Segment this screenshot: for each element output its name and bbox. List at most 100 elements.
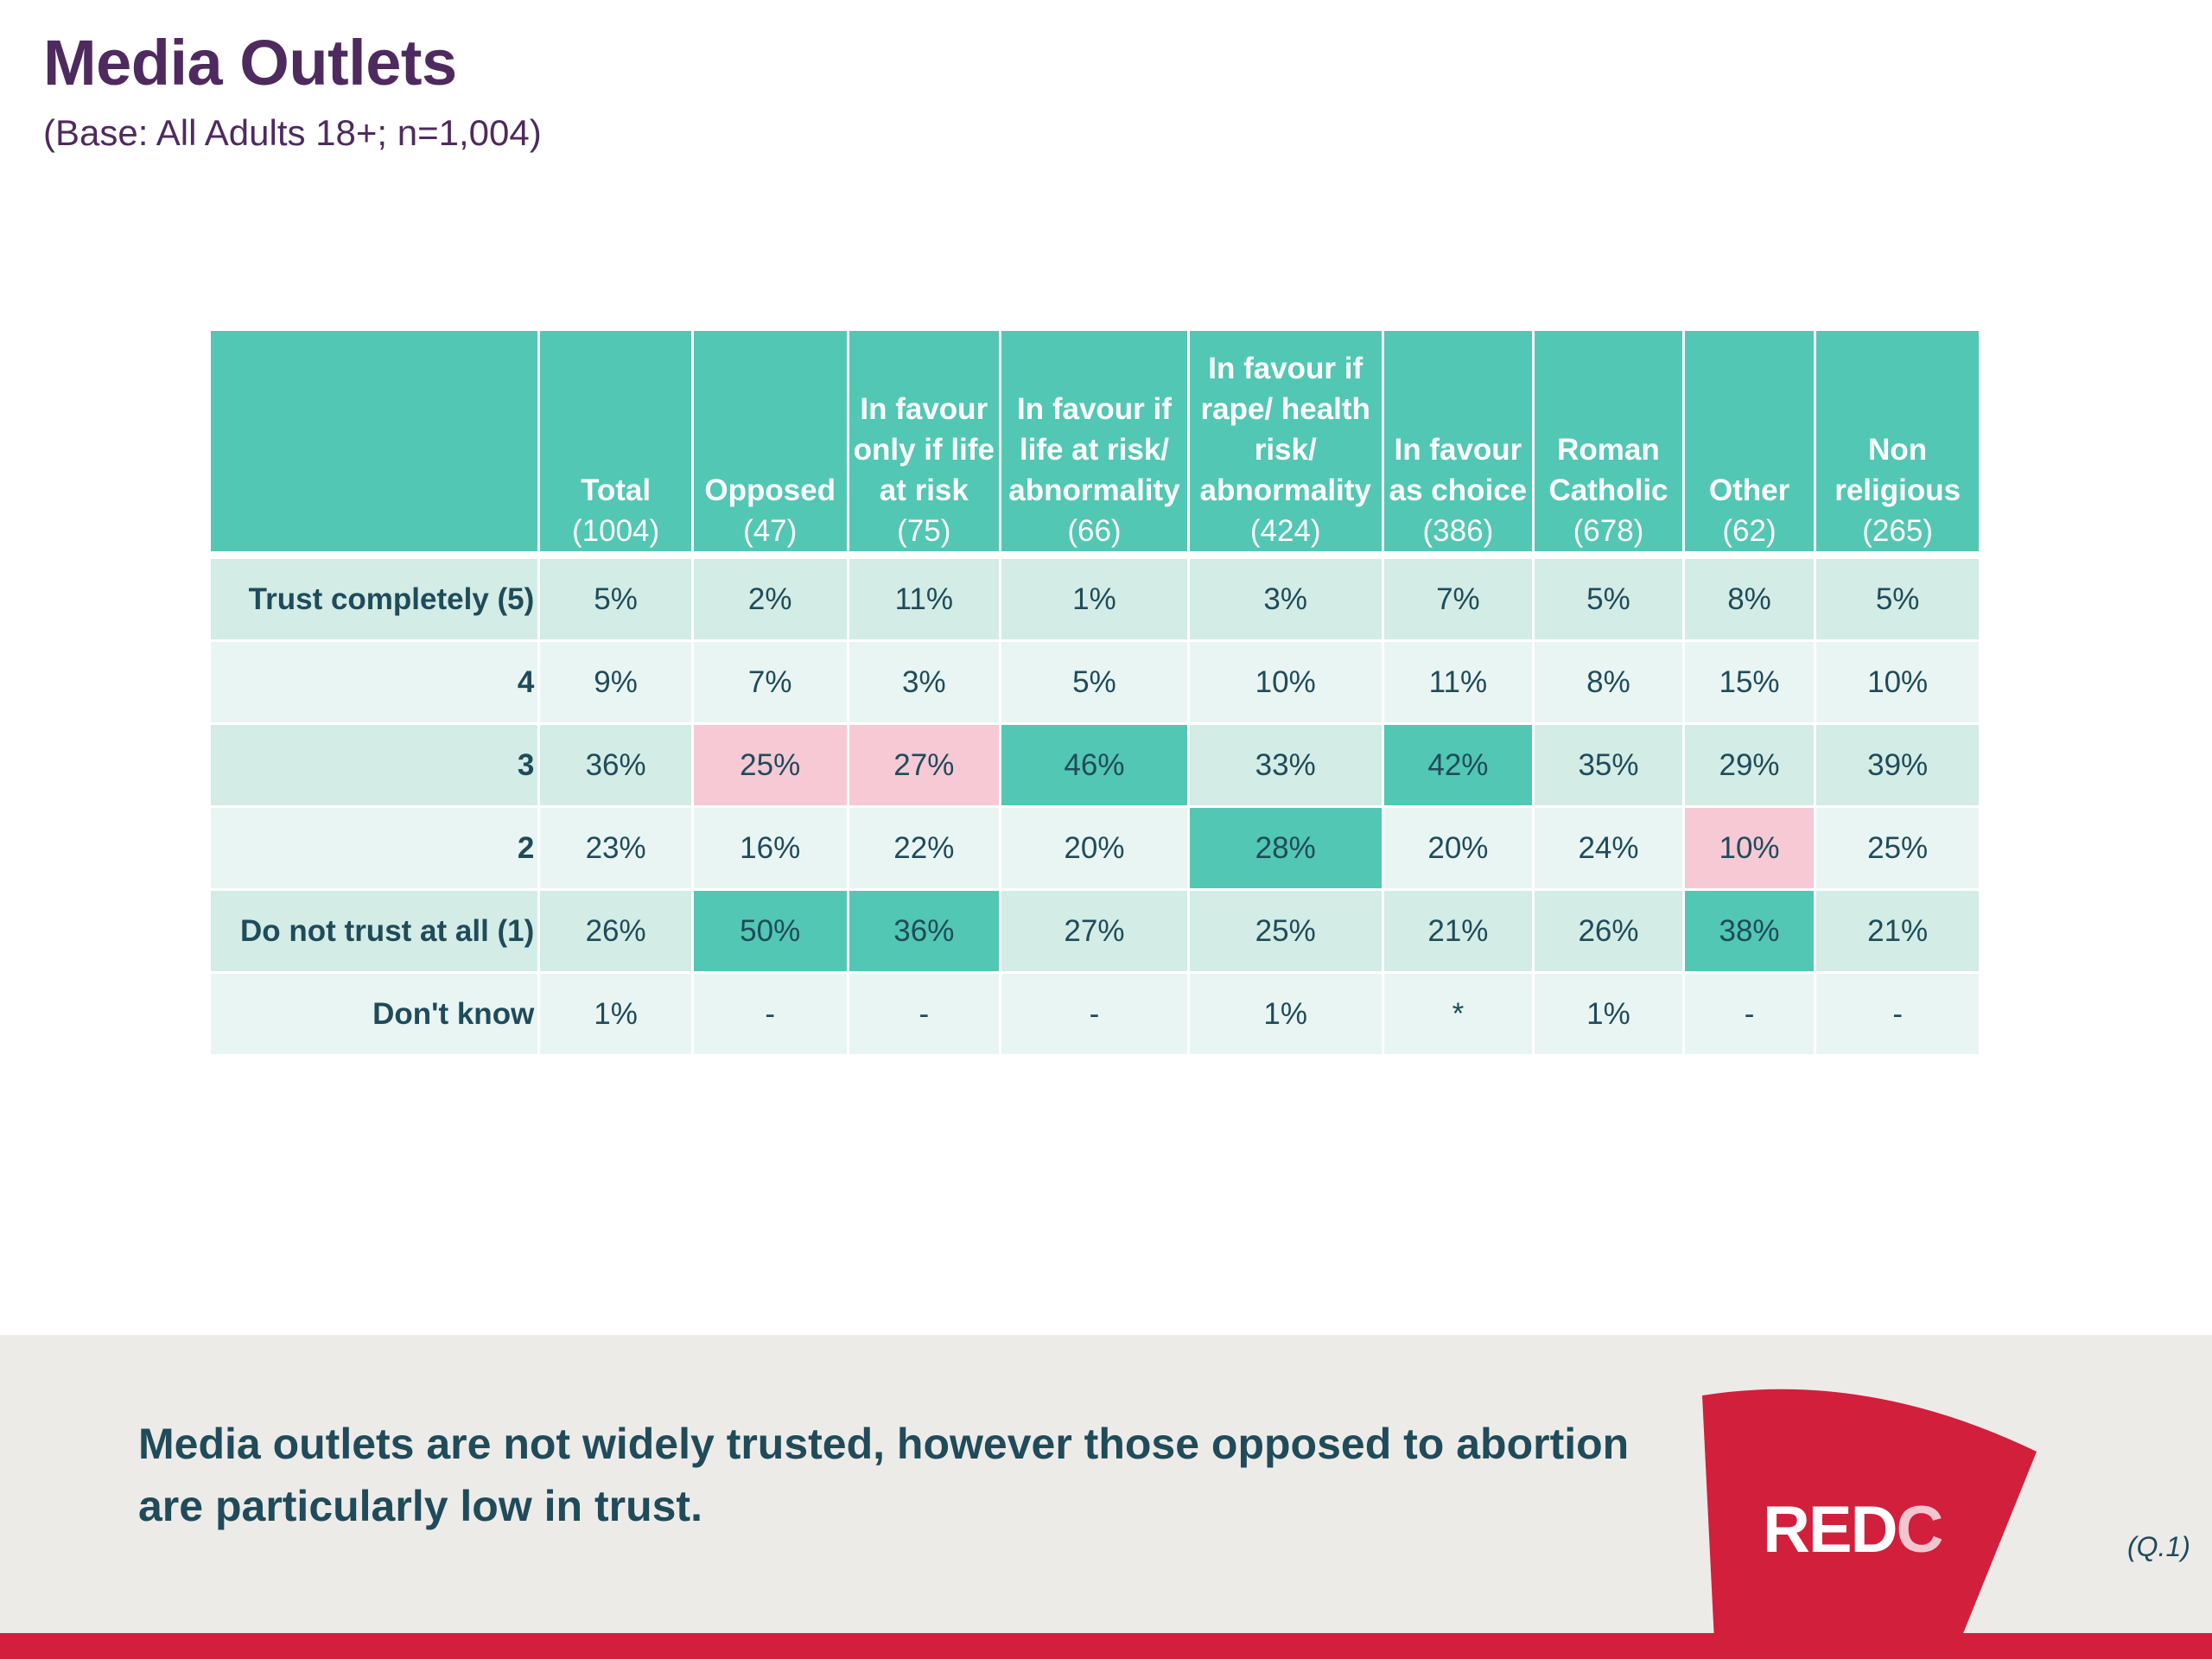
page-title: Media Outlets <box>43 27 457 99</box>
redc-logo: REDC <box>1763 1492 1943 1567</box>
table-cell: 8% <box>1535 642 1682 722</box>
table-cell: 1% <box>540 974 691 1054</box>
table-cell: 16% <box>693 808 847 888</box>
row-label: 2 <box>211 808 538 888</box>
column-header: In favour if rape/ health risk/abnormality… <box>1189 331 1382 551</box>
column-header-label-line: only if life <box>853 433 995 467</box>
table-cell: 3% <box>849 642 1000 722</box>
column-base-size: (62) <box>1722 514 1777 548</box>
column-header-label-line: Catholic <box>1548 474 1669 507</box>
logo-accent-text: C <box>1896 1493 1943 1567</box>
page-subtitle: (Base: All Adults 18+; n=1,004) <box>43 112 542 153</box>
table-cell: 38% <box>1684 891 1815 971</box>
table-cell: - <box>1684 974 1815 1054</box>
table-header-row: Total (1004) Opposed (47) In favour only if l… <box>211 331 1979 551</box>
table-cell: 10% <box>1684 808 1815 888</box>
table-cell: 21% <box>1383 891 1533 971</box>
table-cell: 50% <box>693 891 847 971</box>
table-cell: 27% <box>1001 891 1187 971</box>
table-cell: 23% <box>540 808 691 888</box>
column-header-label-line: In favour if <box>1208 352 1363 385</box>
column-header-label-line: In favour <box>860 392 988 426</box>
table-cell: 7% <box>693 642 847 722</box>
table-cell: 42% <box>1383 725 1533 805</box>
table-cell: - <box>693 974 847 1054</box>
row-label: 4 <box>211 642 538 722</box>
table-row: 2 23% 16% 22% 20% 28% 20% 24% 10% 25% <box>211 808 1979 888</box>
column-header-label-line: In favour if <box>1017 392 1172 426</box>
column-header: Roman Catholic (678) <box>1535 331 1682 551</box>
row-label: 3 <box>211 725 538 805</box>
column-base-size: (1004) <box>572 514 660 548</box>
table-cell: 20% <box>1383 808 1533 888</box>
column-base-size: (265) <box>1862 514 1933 548</box>
table-row: Do not trust at all (1) 26% 50% 36% 27% 25% 21… <box>211 891 1979 971</box>
table-cell: 25% <box>693 725 847 805</box>
table-cell: 36% <box>540 725 691 805</box>
table-cell: - <box>1816 974 1979 1054</box>
table-cell: 22% <box>849 808 1000 888</box>
column-base-size: (678) <box>1573 514 1644 548</box>
column-base-size: (386) <box>1422 514 1494 548</box>
table-cell: 29% <box>1684 725 1815 805</box>
column-header: Opposed (47) <box>693 331 847 551</box>
column-header: In favour only if life at risk (75) <box>849 331 1000 551</box>
column-header: In favour as choice (386) <box>1383 331 1533 551</box>
column-header: In favour if life at risk/abnormality (66) <box>1001 331 1187 551</box>
table-cell: 46% <box>1001 725 1187 805</box>
table-cell: 39% <box>1816 725 1979 805</box>
table-cell: * <box>1383 974 1533 1054</box>
table-cell: 28% <box>1189 808 1382 888</box>
table-row: Trust completely (5) 5% 2% 11% 1% 3% 7% 5% 8% 5% <box>211 554 1979 639</box>
table-body: Trust completely (5) 5% 2% 11% 1% 3% 7% 5% 8% 5% 4… <box>211 554 1979 1054</box>
table-row: Don't know 1% - - -1% * 1% - - <box>211 974 1979 1054</box>
column-header-label-line: risk/ <box>1254 433 1317 467</box>
table-cell: 3% <box>1189 554 1382 639</box>
column-header-label-line: abnormality <box>1008 474 1180 507</box>
table-cell: 11% <box>849 554 1000 639</box>
redc-logo-shape <box>1702 1389 2037 1659</box>
column-header-label-line: Non <box>1868 433 1928 467</box>
table-cell: 1% <box>1535 974 1682 1054</box>
column-header-label-line: Total <box>581 474 652 507</box>
table-cell: 5% <box>1816 554 1979 639</box>
row-label: Do not trust at all (1) <box>211 891 538 971</box>
column-header: Other (62) <box>1684 331 1815 551</box>
column-header-label-line: Roman <box>1557 433 1660 467</box>
table-cell: - <box>1001 974 1187 1054</box>
logo-main-text: RED <box>1763 1493 1897 1567</box>
column-base-size: (47) <box>743 514 798 548</box>
column-base-size: (424) <box>1249 514 1321 548</box>
row-label: Don't know <box>211 974 538 1054</box>
table-row: 3 36% 25% 27% 46% 33% 42% 35% 29% 39% <box>211 725 1979 805</box>
column-header: Non religious (265) <box>1816 331 1979 551</box>
table-cell: 35% <box>1535 725 1682 805</box>
column-header-label-line: Opposed <box>704 474 836 507</box>
table-cell: 5% <box>1535 554 1682 639</box>
table-cell: 33% <box>1189 725 1382 805</box>
table-cell: 27% <box>849 725 1000 805</box>
column-header-label-line: Other <box>1708 474 1790 507</box>
table-cell: 8% <box>1684 554 1815 639</box>
table-cell: 25% <box>1189 891 1382 971</box>
column-header-label-line: as choice <box>1389 474 1528 507</box>
table-cell: 5% <box>1001 642 1187 722</box>
table-cell: 21% <box>1816 891 1979 971</box>
table-cell: 11% <box>1383 642 1533 722</box>
table-cell: 2% <box>693 554 847 639</box>
column-header-label-line: life at risk/ <box>1019 433 1170 467</box>
column-header-label-line: abnormality <box>1199 474 1371 507</box>
column-header-label-line: In favour <box>1394 433 1522 467</box>
table-cell: 9% <box>540 642 691 722</box>
table-cell: 1% <box>1189 974 1382 1054</box>
column-base-size: (66) <box>1067 514 1122 548</box>
table-row: 4 9% 7% 3% 5% 10% 11% 8% 15% 10% <box>211 642 1979 722</box>
table-cell: 20% <box>1001 808 1187 888</box>
header-corner-cell <box>211 331 538 551</box>
key-message: Media outlets are not widely trusted, ho… <box>138 1413 1694 1537</box>
question-reference: (Q.1) <box>2127 1531 2190 1562</box>
key-message-line-1: Media outlets are not widely trusted, ho… <box>138 1420 1630 1468</box>
brand-strip <box>0 1633 2212 1659</box>
table-cell: 26% <box>540 891 691 971</box>
column-header-label-line: religious <box>1834 474 1961 507</box>
